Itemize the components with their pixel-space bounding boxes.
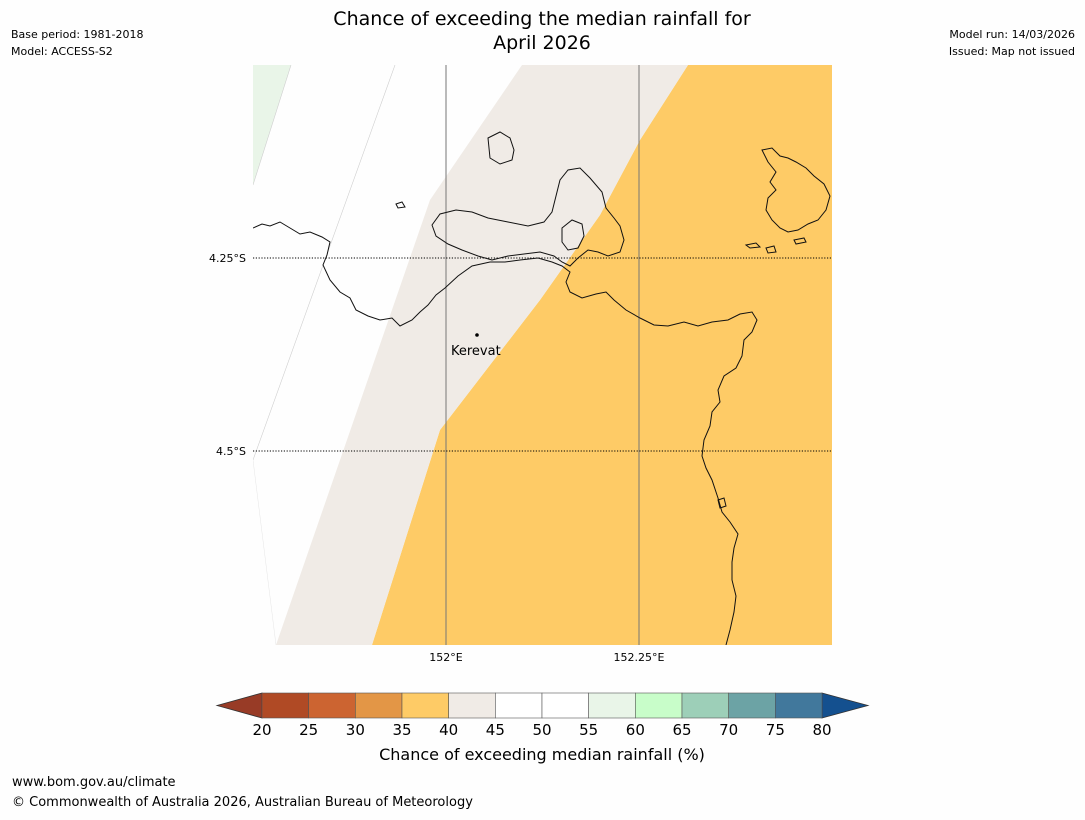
colorbar-tick-80: 80 [812,721,831,739]
colorbar-bin-65-70 [681,692,729,719]
colorbar: 20 25 30 35 40 45 50 55 60 65 70 75 80 [215,692,870,739]
region-40-45 [276,65,688,645]
place-label-kerevat: Kerevat [451,344,501,359]
colorbar-bin-45-50 [495,692,543,719]
map-title: Chance of exceeding the median rainfall … [242,7,842,55]
footer-url[interactable]: www.bom.gov.au/climate [12,775,176,790]
lat-label-4-25: 4.25°S [209,252,246,265]
colorbar-tick-60: 60 [626,721,645,739]
colorbar-bin-55-60 [588,692,636,719]
colorbar-tick-20: 20 [252,721,271,739]
colorbar-tick-40: 40 [439,721,458,739]
colorbar-bin-70-75 [728,692,776,719]
issued-status: Issued: Map not issued [948,45,1075,58]
colorbar-tick-50: 50 [532,721,551,739]
colorbar-tick-35: 35 [392,721,411,739]
colorbar-tick-25: 25 [299,721,318,739]
colorbar-bin-50-55 [541,692,589,719]
colorbar-tick-45: 45 [486,721,505,739]
title-line-1: Chance of exceeding the median rainfall … [333,8,751,30]
base-period: Base period: 1981-2018 [11,28,144,41]
colorbar-tick-30: 30 [346,721,365,739]
colorbar-bin-40-45 [448,692,496,719]
forecast-regions [253,65,832,645]
lon-label-152-25: 152.25°E [614,651,665,664]
colorbar-bin-75-80 [775,692,823,719]
colorbar-tick-65: 65 [672,721,691,739]
run-info: Model run: 14/03/2026 Issued: Map not is… [949,26,1075,60]
footer-copyright: © Commonwealth of Australia 2026, Austra… [12,795,473,810]
colorbar-bin-25-30 [308,692,356,719]
model-run: Model run: 14/03/2026 [949,28,1075,41]
colorbar-under-arrow [215,692,263,719]
colorbar-over-arrow [821,692,870,719]
colorbar-tick-55: 55 [579,721,598,739]
coastline [253,131,831,645]
model-name: Model: ACCESS-S2 [11,45,113,58]
colorbar-tick-70: 70 [719,721,738,739]
colorbar-bin-20-25 [261,692,309,719]
region-35-40 [372,65,832,645]
colorbar-bin-60-65 [635,692,683,719]
kerevat-marker [475,333,479,337]
lat-label-4-5: 4.5°S [216,445,246,458]
title-line-2: April 2026 [493,32,591,54]
model-info: Base period: 1981-2018 Model: ACCESS-S2 [11,26,143,60]
colorbar-label: Chance of exceeding median rainfall (%) [379,745,705,764]
colorbar-tick-75: 75 [766,721,785,739]
colorbar-bin-30-35 [355,692,403,719]
lon-label-152: 152°E [429,651,462,664]
colorbar-bin-35-40 [401,692,449,719]
